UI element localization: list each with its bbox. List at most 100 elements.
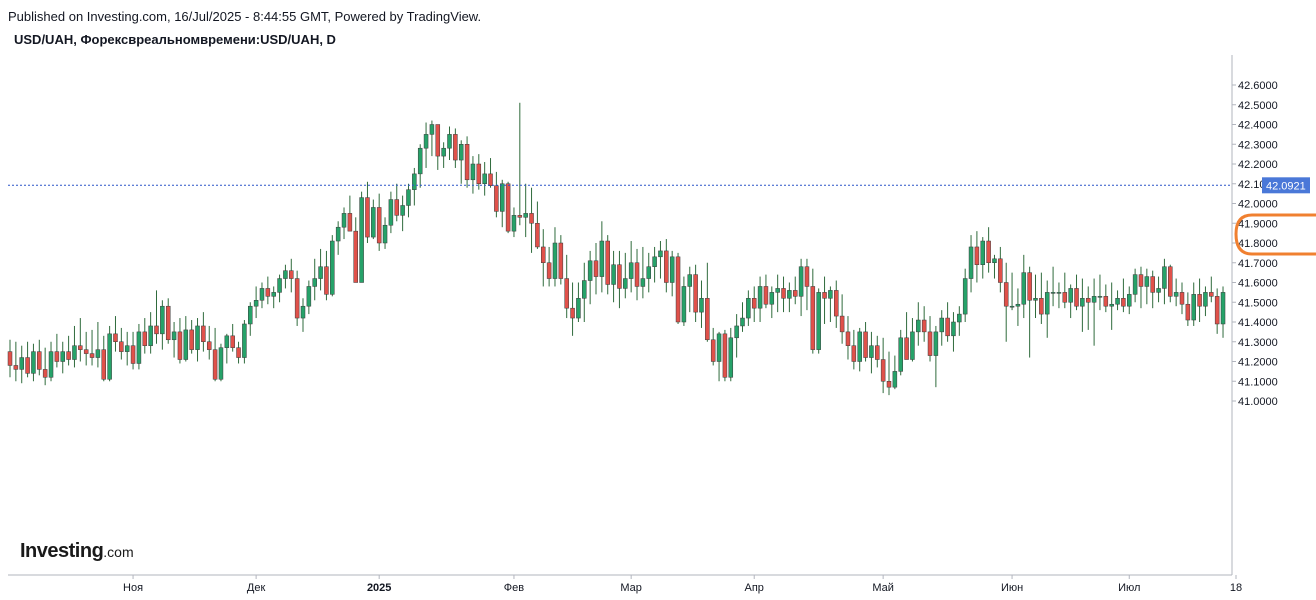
candle-up: [734, 314, 739, 358]
candle-down: [1209, 276, 1214, 303]
candle-down: [435, 124, 441, 170]
candle-body: [201, 325, 206, 343]
candle-up: [242, 320, 247, 364]
candle-down: [535, 201, 540, 249]
candle-down: [1179, 282, 1185, 315]
candle-down: [845, 316, 851, 360]
candle-body: [646, 266, 651, 279]
candle-up: [740, 302, 745, 332]
candle-body: [869, 345, 874, 358]
candle-up: [224, 333, 230, 364]
candle-body: [1074, 288, 1079, 307]
candle-body: [1033, 298, 1038, 301]
candle-up: [300, 298, 306, 332]
candle-up: [318, 248, 323, 291]
candle-body: [423, 134, 429, 149]
candle-body: [611, 264, 616, 285]
candle-body: [863, 331, 868, 358]
candle-up: [95, 322, 101, 368]
candle-down: [119, 327, 124, 360]
candle-body: [142, 331, 148, 346]
candle-body: [89, 353, 95, 358]
x-tick-label: Ноя: [123, 582, 143, 594]
candle-down: [693, 264, 698, 322]
candle-body: [458, 144, 464, 161]
candle-body: [101, 349, 107, 380]
candle-body: [699, 298, 704, 313]
candle-up: [681, 276, 687, 326]
candle-body: [570, 307, 575, 319]
candle-up: [371, 199, 376, 240]
candle-body: [1203, 292, 1208, 307]
candle-body: [189, 329, 194, 350]
candle-down: [494, 171, 499, 218]
candle-body: [429, 124, 435, 135]
candle-down: [453, 128, 458, 168]
candle-body: [1115, 298, 1120, 305]
candle-body: [218, 347, 224, 380]
candle-body: [652, 256, 657, 267]
candle-body: [582, 280, 587, 299]
candle-down: [705, 262, 710, 342]
candle-body: [248, 305, 253, 325]
candle-up: [1080, 278, 1085, 332]
x-tick-label: Апр: [745, 582, 764, 594]
candle-down: [206, 325, 212, 360]
candle-up: [1021, 254, 1027, 319]
candle-down: [505, 181, 511, 234]
candle-down: [1003, 262, 1009, 342]
candle-body: [669, 256, 675, 283]
candle-down: [142, 318, 148, 354]
candle-down: [529, 187, 534, 253]
candle-down: [986, 227, 991, 273]
candle-body: [1056, 292, 1062, 294]
candle-body: [886, 381, 892, 388]
candle-up: [107, 325, 112, 382]
candle-body: [593, 260, 599, 277]
candle-body: [1027, 272, 1032, 301]
candle-body: [277, 278, 282, 293]
candle-up: [623, 252, 628, 299]
candle-body: [705, 298, 710, 341]
y-tick-label: 41.3000: [1238, 337, 1278, 349]
candle-body: [488, 173, 493, 186]
candle-body: [171, 331, 177, 341]
candle-up: [283, 264, 288, 289]
x-tick-label: Май: [872, 582, 894, 594]
candle-down: [634, 248, 640, 301]
candle-body: [904, 337, 909, 360]
candle-body: [1132, 274, 1138, 295]
candle-up: [482, 162, 487, 196]
candle-up: [218, 343, 224, 382]
candle-up: [652, 246, 657, 283]
candle-body: [804, 266, 810, 287]
candle-body: [523, 213, 528, 218]
candle-down: [488, 158, 493, 188]
candle-body: [242, 323, 247, 358]
candle-down: [886, 351, 892, 396]
candle-down: [89, 329, 95, 366]
candle-down: [365, 181, 370, 243]
candle-body: [1156, 288, 1161, 293]
candle-up: [400, 195, 405, 232]
candle-up: [892, 355, 898, 390]
candle-up: [587, 250, 593, 305]
candle-body: [1085, 298, 1091, 303]
candle-down: [54, 333, 60, 368]
candle-down: [822, 276, 827, 324]
candle-up: [933, 325, 939, 388]
candle-down: [130, 331, 136, 370]
candle-body: [376, 207, 382, 244]
candle-body: [675, 256, 681, 323]
candle-up: [458, 140, 464, 184]
candle-body: [54, 351, 60, 362]
candle-body: [992, 258, 997, 263]
candle-body: [839, 315, 845, 333]
candle-body: [757, 286, 763, 309]
candle-body: [898, 337, 903, 372]
candle-down: [1168, 264, 1173, 303]
candle-body: [998, 258, 1003, 283]
candle-down: [875, 335, 880, 368]
candle-body: [740, 317, 745, 327]
